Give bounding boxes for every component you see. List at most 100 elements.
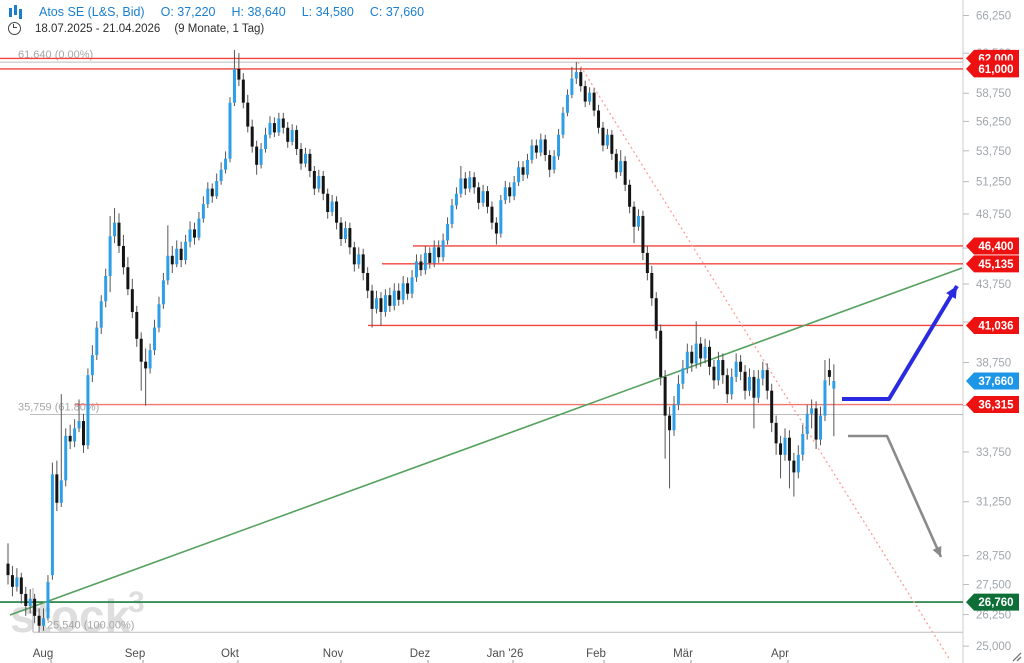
candle-body	[303, 153, 307, 164]
candle-body	[761, 370, 765, 379]
candle-body	[636, 215, 640, 227]
candle-body	[290, 130, 294, 142]
candle-body	[663, 376, 667, 416]
candle-body	[517, 167, 521, 183]
candle-body	[628, 184, 632, 207]
candle-body	[366, 273, 370, 291]
bearish-scenario-arrow[interactable]	[848, 434, 943, 558]
price-tag[interactable]	[966, 60, 1019, 78]
low-value: L: 34,580	[301, 5, 354, 19]
candle-body	[255, 146, 259, 165]
downtrend-dashed-line[interactable]	[577, 61, 951, 661]
candle-body	[730, 376, 734, 395]
price-tag-value: 26,760	[978, 597, 1013, 609]
y-axis-label: 48,750	[976, 209, 1011, 221]
candle-body	[348, 228, 352, 248]
candle-body	[286, 127, 290, 142]
candle-body	[481, 191, 485, 203]
bullish-scenario-arrow[interactable]	[842, 284, 959, 401]
price-tag[interactable]	[966, 255, 1019, 273]
candle-body	[472, 177, 476, 188]
candle-body	[796, 454, 800, 473]
candle-body	[392, 290, 396, 306]
candle-body	[339, 222, 343, 240]
candle-body	[819, 415, 823, 440]
price-tag[interactable]	[966, 372, 1019, 390]
resize-corner-icon[interactable]	[1016, 656, 1022, 662]
y-axis-label: 31,250	[976, 497, 1011, 509]
candle-body	[250, 126, 254, 147]
candle-body	[370, 290, 374, 309]
candle-body	[432, 247, 436, 263]
candle-body	[410, 277, 414, 294]
y-axis-label: 66,250	[976, 10, 1011, 22]
x-axis-month-label: Dez	[410, 648, 431, 660]
candle-body	[153, 327, 157, 351]
candle-body	[308, 153, 312, 171]
candle-body	[552, 156, 556, 170]
candle-body	[33, 598, 37, 616]
y-axis-label: 26,250	[976, 610, 1011, 622]
y-axis-label: 53,750	[976, 146, 1011, 158]
candle-body	[756, 378, 760, 398]
price-tag-value: 37,660	[978, 376, 1013, 388]
candle-body	[166, 255, 170, 281]
candle-body	[752, 376, 756, 398]
candle-body	[503, 187, 507, 201]
candle-body	[42, 618, 46, 626]
y-axis-label: 51,250	[976, 177, 1011, 189]
candle-body	[565, 94, 569, 113]
candle-body	[672, 404, 676, 431]
clock-icon	[8, 22, 21, 35]
price-tag[interactable]	[966, 593, 1019, 611]
candle-body	[699, 343, 703, 359]
candle-body	[317, 175, 321, 189]
candle-body	[614, 153, 618, 173]
resize-corner-icon[interactable]	[1012, 652, 1022, 662]
candle-body	[779, 443, 783, 455]
candle-body	[721, 360, 725, 376]
candle-body	[126, 267, 130, 290]
price-tag[interactable]	[966, 237, 1019, 255]
candle-body	[463, 178, 467, 189]
candle-body	[641, 215, 645, 253]
candle-body	[157, 304, 161, 328]
candle-body	[19, 577, 23, 594]
fib-level-label: 25,540 (100.00%)	[47, 619, 134, 631]
watermark-logo: stock	[10, 590, 131, 642]
candle-body	[694, 343, 698, 364]
candle-body	[619, 161, 623, 173]
candle-body	[259, 148, 263, 165]
candle-body	[605, 134, 609, 146]
x-axis-month-label: Okt	[221, 648, 240, 660]
candle-body	[357, 254, 361, 265]
price-tag[interactable]	[966, 396, 1019, 414]
x-axis-month-label: Nov	[323, 648, 344, 660]
candle-body	[739, 361, 743, 372]
candle-body	[24, 593, 28, 606]
candle-body	[712, 366, 716, 381]
candle-body	[232, 68, 236, 103]
candle-body	[805, 413, 809, 434]
candle-body	[139, 338, 143, 362]
candle-body	[161, 280, 165, 305]
price-tag[interactable]	[966, 316, 1019, 334]
candle-body	[668, 415, 672, 431]
uptrend-line[interactable]	[9, 267, 963, 616]
candle-body	[86, 375, 90, 446]
candle-body	[241, 79, 245, 103]
candle-body	[534, 145, 538, 153]
candle-body	[468, 177, 472, 189]
candle-body	[747, 376, 751, 391]
candle-body	[335, 201, 339, 223]
candle-body	[406, 283, 410, 294]
candle-body	[192, 229, 196, 238]
candle-body	[419, 261, 423, 271]
candle-body	[28, 598, 32, 606]
candle-body	[632, 206, 636, 227]
candle-body	[561, 112, 565, 135]
candle-body	[184, 241, 188, 261]
y-axis-label: 27,500	[976, 579, 1011, 591]
